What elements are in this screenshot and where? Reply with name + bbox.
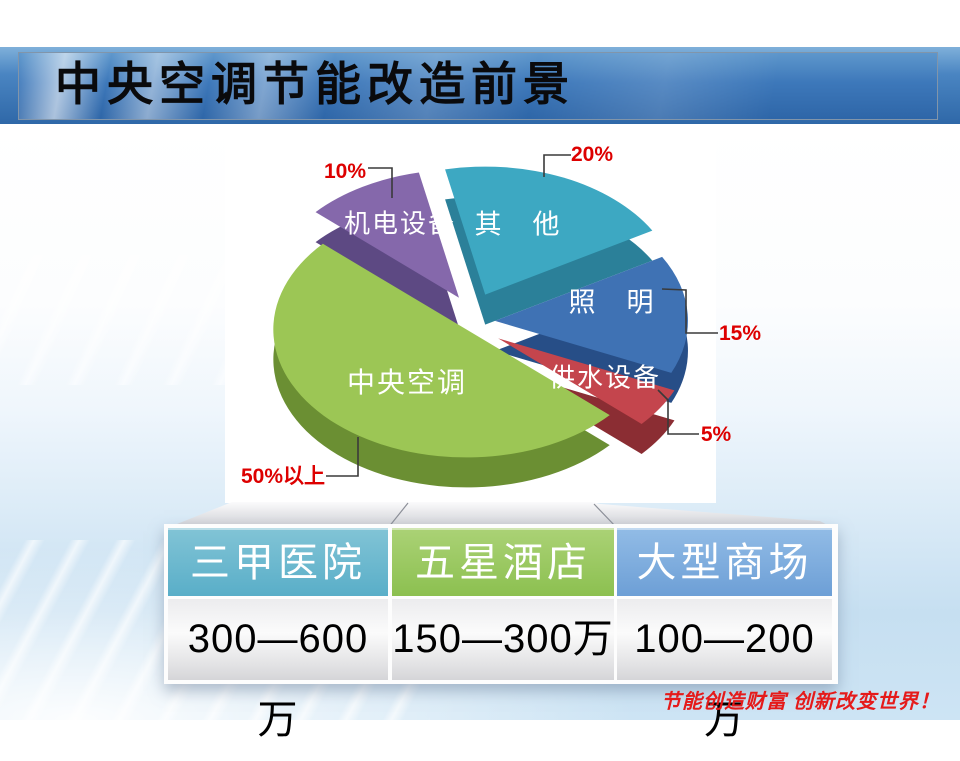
table-value-mall: 100—200万 [617, 599, 832, 742]
table-value-hospital: 300—600万 [168, 599, 388, 742]
table-header-hotel: 五星酒店 [392, 528, 614, 596]
cloud-streaks-mid-left [0, 255, 250, 385]
table-header-label: 五星酒店 [415, 540, 591, 585]
page-title: 中央空调节能改造前景 [55, 59, 575, 110]
slide-title-banner: 中央空调节能改造前景 [18, 52, 938, 120]
table-header-label: 大型商场 [636, 540, 813, 585]
table-header-label: 三甲医院 [190, 540, 366, 585]
pie-chart-panel [225, 135, 716, 503]
table-header-mall: 大型商场 [617, 528, 832, 596]
table-value-hotel: 150—300万 [392, 599, 614, 680]
slide: 中央空调节能改造前景 机电设备 10% 其 他 20% 照 明 15% 供水设备 5% 中央空调… [0, 47, 960, 742]
slogan-text: 节能创造财富 创新改变世界！ [661, 691, 940, 713]
table-header-hospital: 三甲医院 [168, 528, 388, 596]
